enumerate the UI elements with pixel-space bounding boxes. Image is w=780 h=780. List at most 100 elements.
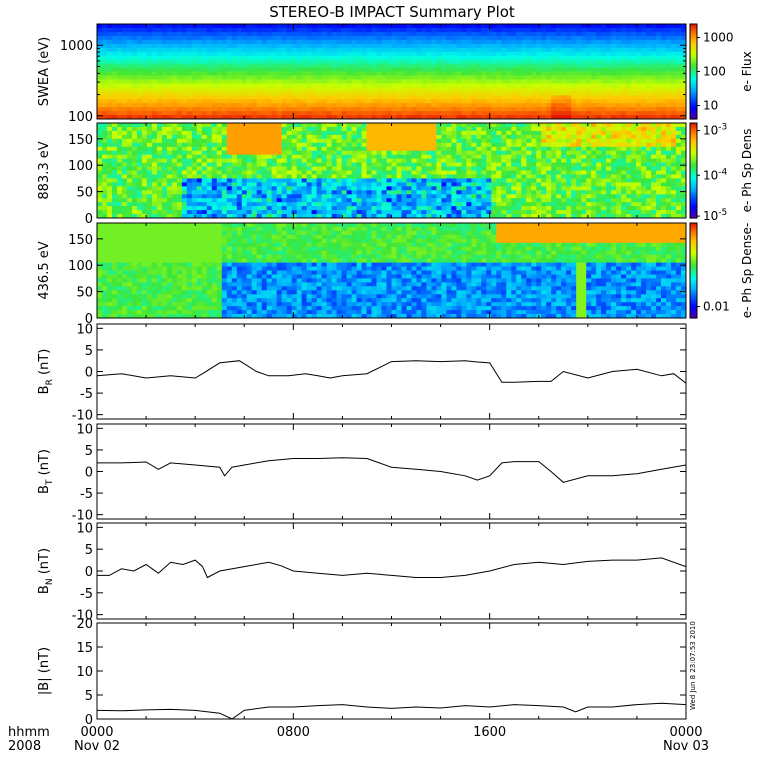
heatmap-cell <box>226 146 233 152</box>
heatmap-cell <box>436 91 442 96</box>
heatmap-cell <box>436 206 442 211</box>
heatmap-cell <box>316 43 323 49</box>
heatmap-cell <box>511 35 517 41</box>
heatmap-cell <box>166 24 173 29</box>
heatmap-cell <box>117 127 123 132</box>
heatmap-cell <box>606 67 612 73</box>
heatmap-cell <box>341 158 348 164</box>
heatmap-cell <box>181 99 188 104</box>
heatmap-cell <box>321 174 328 180</box>
heatmap-cell <box>621 67 627 73</box>
heatmap-cell <box>651 59 657 65</box>
heatmap-cell <box>291 186 298 191</box>
heatmap-cell <box>361 67 368 73</box>
heatmap-cell <box>346 138 353 144</box>
colorbar-tick-label: 1000 <box>703 31 734 45</box>
heatmap-cell <box>261 35 268 41</box>
heatmap-cell <box>401 51 408 57</box>
heatmap-cell <box>501 123 507 128</box>
heatmap-cell <box>261 103 268 108</box>
heatmap-cell <box>146 202 153 207</box>
heatmap-cell <box>112 111 118 116</box>
heatmap-cell <box>326 111 333 116</box>
heatmap-cell <box>206 186 213 191</box>
heatmap-cell <box>621 115 627 119</box>
heatmap-cell <box>226 194 233 199</box>
heatmap-cell <box>316 127 323 132</box>
heatmap-cell <box>321 115 328 119</box>
heatmap-cell <box>271 31 278 37</box>
heatmap-cell <box>107 43 113 49</box>
heatmap-cell <box>331 210 338 215</box>
heatmap-cell <box>231 55 238 61</box>
heatmap-cell <box>141 95 148 100</box>
heatmap-cell <box>156 150 163 156</box>
heatmap-cell <box>141 210 148 215</box>
heatmap-cell <box>621 103 627 108</box>
heatmap-cell <box>426 210 432 215</box>
heatmap-cell <box>151 75 158 81</box>
heatmap-cell <box>446 190 452 195</box>
heatmap-cell <box>386 158 393 164</box>
heatmap-cell <box>122 55 128 61</box>
heatmap-cell <box>286 43 293 49</box>
heatmap-cell <box>276 91 283 96</box>
heatmap-cell <box>646 75 652 81</box>
heatmap-cell <box>266 214 273 218</box>
heatmap-cell <box>586 71 592 77</box>
heatmap-cell <box>176 170 183 176</box>
heatmap-cell <box>151 134 158 140</box>
heatmap-cell <box>146 103 153 108</box>
heatmap-cell <box>356 75 363 81</box>
heatmap-cell <box>516 158 522 164</box>
heatmap-cell <box>651 91 657 96</box>
heatmap-cell <box>186 214 193 218</box>
heatmap-cell <box>471 214 477 218</box>
heatmap-cell <box>666 28 672 33</box>
heatmap-cell <box>466 154 472 160</box>
heatmap-cell <box>471 194 477 199</box>
heatmap-cell <box>241 127 248 132</box>
heatmap-cell <box>371 202 378 207</box>
heatmap-cell <box>251 59 258 65</box>
heatmap-cell <box>426 95 432 100</box>
heatmap-cell <box>296 214 303 218</box>
heatmap-cell <box>436 75 442 81</box>
heatmap-cell <box>296 190 303 195</box>
heatmap-cell <box>161 214 168 218</box>
heatmap-cell <box>506 83 512 88</box>
heatmap-cell <box>112 206 118 211</box>
heatmap-cell <box>112 123 118 128</box>
heatmap-cell <box>501 75 507 81</box>
heatmap-cell <box>326 138 333 144</box>
heatmap-cell <box>666 51 672 57</box>
heatmap-cell <box>346 206 353 211</box>
heatmap-cell <box>122 166 128 172</box>
heatmap-cell <box>112 24 118 29</box>
heatmap-cell <box>446 75 452 81</box>
heatmap-cell <box>661 75 667 81</box>
heatmap-cell <box>97 182 103 187</box>
heatmap-cell <box>341 190 348 195</box>
heatmap-cell <box>506 115 512 119</box>
heatmap-cell <box>441 198 447 203</box>
heatmap-cell <box>606 103 612 108</box>
heatmap-cell <box>451 99 457 104</box>
heatmap-cell <box>551 79 557 84</box>
heatmap-cell <box>296 210 303 215</box>
heatmap-cell <box>386 47 393 53</box>
heatmap-cell <box>102 206 108 211</box>
heatmap-cell <box>581 63 587 69</box>
heatmap-cell <box>151 24 158 29</box>
heatmap-cell <box>371 47 378 53</box>
heatmap-cell <box>102 31 108 37</box>
heatmap-cell <box>661 99 667 104</box>
heatmap-cell <box>441 43 447 49</box>
heatmap-cell <box>421 194 427 199</box>
heatmap-cell <box>576 79 582 84</box>
heatmap-cell <box>321 24 328 29</box>
heatmap-cell <box>366 182 373 187</box>
heatmap-cell <box>206 202 213 207</box>
heatmap-cell <box>206 123 213 128</box>
heatmap-cell <box>102 170 108 176</box>
